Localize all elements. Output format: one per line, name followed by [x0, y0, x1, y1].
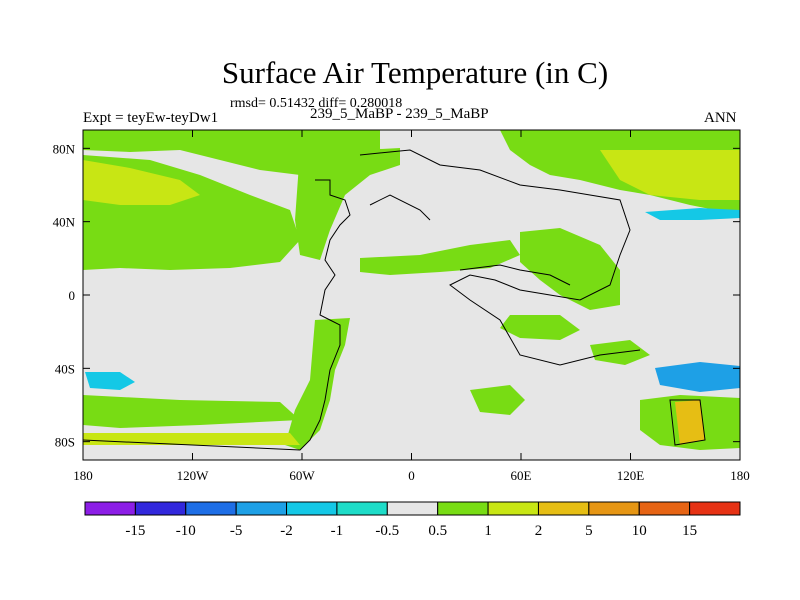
y-tick-label: 0: [69, 288, 76, 303]
colorbar-label: -1: [331, 523, 344, 539]
coastline-australia: [669, 399, 706, 446]
y-tick-label: 80N: [53, 141, 76, 156]
experiment-label: Expt = teyEw-teyDw1: [83, 110, 219, 126]
x-tick-label: 120E: [617, 468, 645, 483]
y-tick-label: 80S: [55, 435, 75, 450]
colorbar-swatch: [336, 501, 388, 516]
colorbar-swatch: [537, 501, 590, 516]
region-indian-ocean: [500, 315, 580, 340]
region-south-america: [285, 318, 350, 450]
colorbar-swatch: [487, 501, 539, 516]
colorbar-label: -5: [230, 523, 243, 539]
colorbar-swatch: [185, 501, 237, 516]
colorbar-label: 5: [585, 523, 593, 539]
region-north-pacific-3: [83, 160, 200, 205]
coastline-eurasia: [359, 149, 641, 366]
colorbar-label: -15: [125, 523, 145, 539]
colorbar-label: -2: [280, 523, 293, 539]
colorbar-label: -0.5: [375, 523, 399, 539]
colorbar-label: 15: [682, 523, 697, 539]
region-southern-band: [83, 395, 300, 428]
x-tick-label: 180: [73, 468, 93, 483]
region-south-pacific-cold: [85, 372, 135, 390]
colorbar-label: 10: [632, 523, 647, 539]
colorbar-swatch: [235, 501, 288, 516]
region-antarctic-warm: [83, 433, 300, 445]
colorbar-label: 1: [484, 523, 492, 539]
x-tick-label: 180: [730, 468, 750, 483]
colorbar-swatch: [84, 501, 136, 516]
colorbar-swatch: [689, 501, 741, 516]
colorbar-label: 2: [535, 523, 543, 539]
x-tick-label: 120W: [177, 468, 210, 483]
case-label: 239_5_MaBP - 239_5_MaBP: [310, 106, 489, 122]
colorbar-swatch: [286, 501, 338, 516]
coastline-africa-arabia: [459, 264, 571, 286]
region-tropical-band: [360, 240, 520, 275]
stats-label: rmsd= 0.51432 diff= 0.280018: [230, 96, 403, 111]
colorbar-swatch: [588, 501, 640, 516]
map-plot-area: 180 120W 60W 0 60E 120E 180 80N 40N 0 40S 80S: [53, 129, 750, 483]
y-tick-label: 40N: [53, 215, 76, 230]
colorbar-swatch: [386, 501, 439, 516]
colorbar-swatch: [134, 501, 187, 516]
region-arctic-eurasia-warm: [600, 150, 740, 200]
plot-title: Surface Air Temperature (in C): [221, 55, 609, 90]
colorbar-label: 0.5: [428, 523, 447, 539]
colorbar-swatch: [638, 501, 691, 516]
temperature-field: [83, 130, 740, 450]
y-tick-label: 40S: [55, 361, 75, 376]
colorbar-swatch: [437, 501, 489, 516]
region-sw-pacific-cold: [655, 362, 740, 392]
x-tick-label: 0: [408, 468, 415, 483]
x-tick-label: 60E: [511, 468, 532, 483]
colorbar: -15 -10 -5 -2 -1 -0.5 0.5 1 2 5 10 15: [84, 501, 741, 539]
region-south-asia: [520, 228, 620, 310]
season-label: ANN: [704, 110, 737, 126]
coastlines: [83, 149, 706, 451]
region-north-atlantic: [295, 148, 400, 260]
x-tick-label: 60W: [289, 468, 315, 483]
region-antarctic-hot: [675, 400, 705, 445]
colorbar-label: -10: [176, 523, 196, 539]
coastline-north: [369, 194, 431, 221]
coastline-americas: [83, 179, 351, 451]
region-north-pacific-cold: [645, 208, 740, 220]
region-south-atlantic-green: [470, 385, 525, 415]
